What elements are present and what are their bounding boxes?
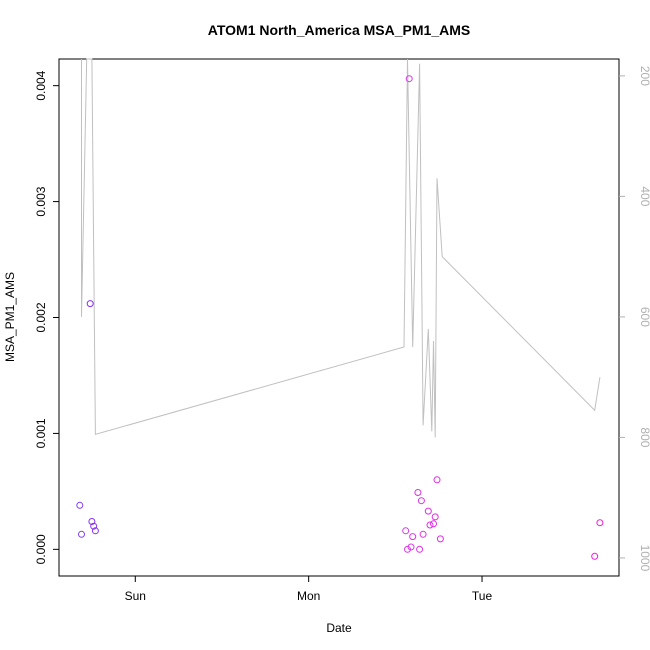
y-axis-label: MSA_PM1_AMS <box>3 272 17 362</box>
data-point <box>419 530 427 538</box>
data-point <box>88 518 96 525</box>
data-point <box>426 521 434 529</box>
y-tick-label: 0.001 <box>34 418 48 448</box>
right-y-tick-label: 800 <box>638 427 650 447</box>
data-point <box>436 535 444 543</box>
data-point <box>414 489 422 496</box>
x-tick-label: Mon <box>297 589 320 603</box>
y-tick-label: 0.004 <box>34 70 48 100</box>
x-tick-label: Sun <box>125 589 146 603</box>
y-tick-label: 0.003 <box>34 186 48 216</box>
x-axis: Sun Mon Tue <box>125 576 493 603</box>
data-point <box>417 497 425 505</box>
data-point <box>430 520 437 528</box>
data-point <box>416 545 424 553</box>
data-point <box>433 476 441 484</box>
data-point <box>91 527 99 535</box>
data-point <box>409 533 417 541</box>
data-point <box>431 513 439 521</box>
data-point <box>596 519 604 527</box>
y-tick-label: 0.002 <box>34 302 48 332</box>
y-axis: 0.000 0.001 0.002 0.003 0.004 <box>34 70 59 564</box>
x-axis-label: Date <box>326 621 352 635</box>
data-point <box>86 300 94 308</box>
pressure-line <box>81 58 601 438</box>
data-point <box>405 75 413 83</box>
right-y-axis: 200 400 600 800 1000 <box>619 66 650 572</box>
x-tick-label: Tue <box>472 589 493 603</box>
data-point <box>407 543 415 551</box>
data-point <box>402 527 410 535</box>
data-point <box>78 530 85 538</box>
right-y-tick-label: 600 <box>638 307 650 327</box>
data-point <box>424 507 432 515</box>
right-y-tick-label: 200 <box>638 66 650 86</box>
data-point <box>591 552 599 560</box>
pressure-line-layer <box>81 58 601 438</box>
y-tick-label: 0.000 <box>34 534 48 564</box>
data-point <box>404 545 411 553</box>
data-point <box>76 501 84 509</box>
right-y-tick-label: 400 <box>638 186 650 206</box>
right-y-tick-label: 1000 <box>638 545 650 572</box>
data-point <box>90 522 98 530</box>
chart-title: ATOM1 North_America MSA_PM1_AMS <box>208 22 470 38</box>
data-points-layer <box>76 75 604 560</box>
